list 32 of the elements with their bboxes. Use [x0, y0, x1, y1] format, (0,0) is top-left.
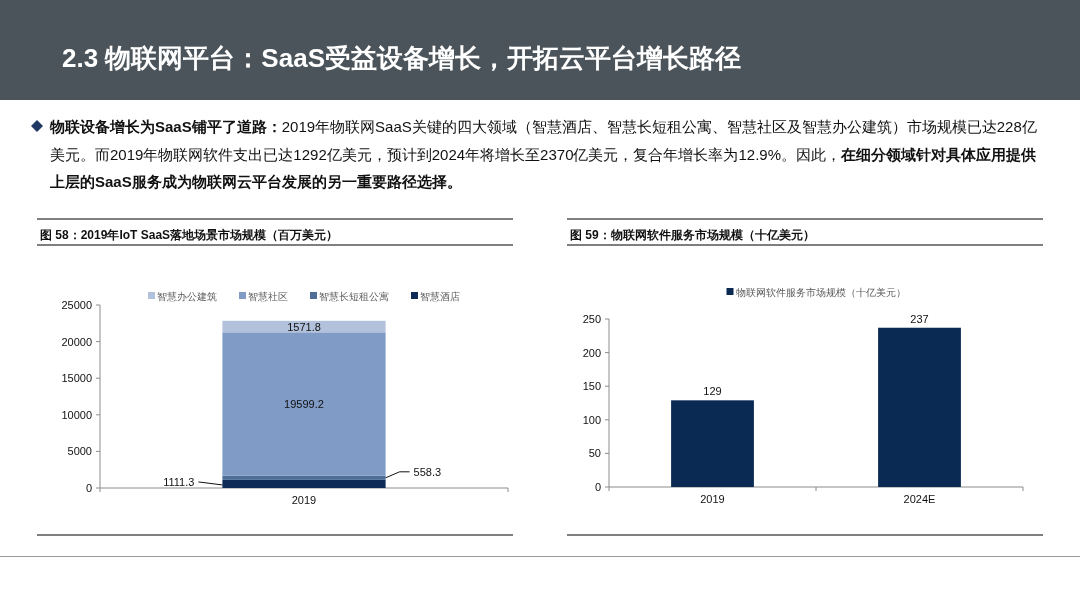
xtick-label: 2019: [700, 493, 725, 505]
ytick-label: 15000: [61, 372, 92, 385]
ytick-label: 150: [582, 380, 601, 393]
data-label: 237: [910, 312, 929, 325]
ytick-label: 5000: [67, 445, 92, 458]
xtick-label: 2024E: [903, 493, 936, 505]
annotation: 物联设备增长为SaaS铺平了道路：2019年物联网SaaS关键的四大领域（智慧酒店、智慧长短租公寓、智慧社区及智慧办公建筑）市场规模已达228亿美元。而2019年物联网软件支出已达1292亿美元，预计到2024年将增长至2370亿美元，复合年增长率为12.9%。因此，在细分领域针对具体应用提供上层的SaaS服务成为物联网云平台发展的另一重要路径选择。: [50, 117, 1038, 192]
ytick-label: 200: [582, 346, 601, 359]
data-label: 1111.3: [163, 475, 195, 488]
ytick-label: 25000: [61, 299, 92, 311]
ytick-label: 250: [582, 313, 601, 325]
title: 图 58：2019年IoT SaaS落地场景市场规模（百万美元）: [40, 228, 339, 242]
ytick-label: 0: [85, 482, 92, 494]
title: 2.3 物联网平台：SaaS受益设备增长，开拓云平台增长路径: [62, 43, 741, 73]
legend-item: 智慧酒店: [411, 290, 460, 302]
data-label: 129: [703, 385, 722, 398]
legend-item: 智慧办公建筑: [148, 290, 217, 302]
ytick-label: 100: [582, 413, 601, 426]
ytick-label: 0: [594, 481, 601, 493]
legend-item: 物联网软件服务市场规模（十亿美元）: [726, 286, 906, 298]
xtick-label: 2019: [291, 494, 317, 506]
title: 图 59：物联网软件服务市场规模（十亿美元）: [570, 228, 815, 242]
ytick-label: 50: [588, 447, 601, 460]
data-label: 558.3: [413, 465, 442, 478]
data-label: 1571.8: [287, 320, 321, 333]
ytick-label: 20000: [61, 335, 92, 348]
ytick-label: 10000: [61, 408, 92, 421]
legend-label: 智慧社区: [248, 290, 288, 302]
legend-item: 智慧社区: [239, 290, 288, 302]
legend-label: 智慧酒店: [420, 290, 460, 302]
data-label: 19599.2: [284, 398, 324, 411]
legend-item: 智慧长短租公寓: [310, 290, 389, 302]
